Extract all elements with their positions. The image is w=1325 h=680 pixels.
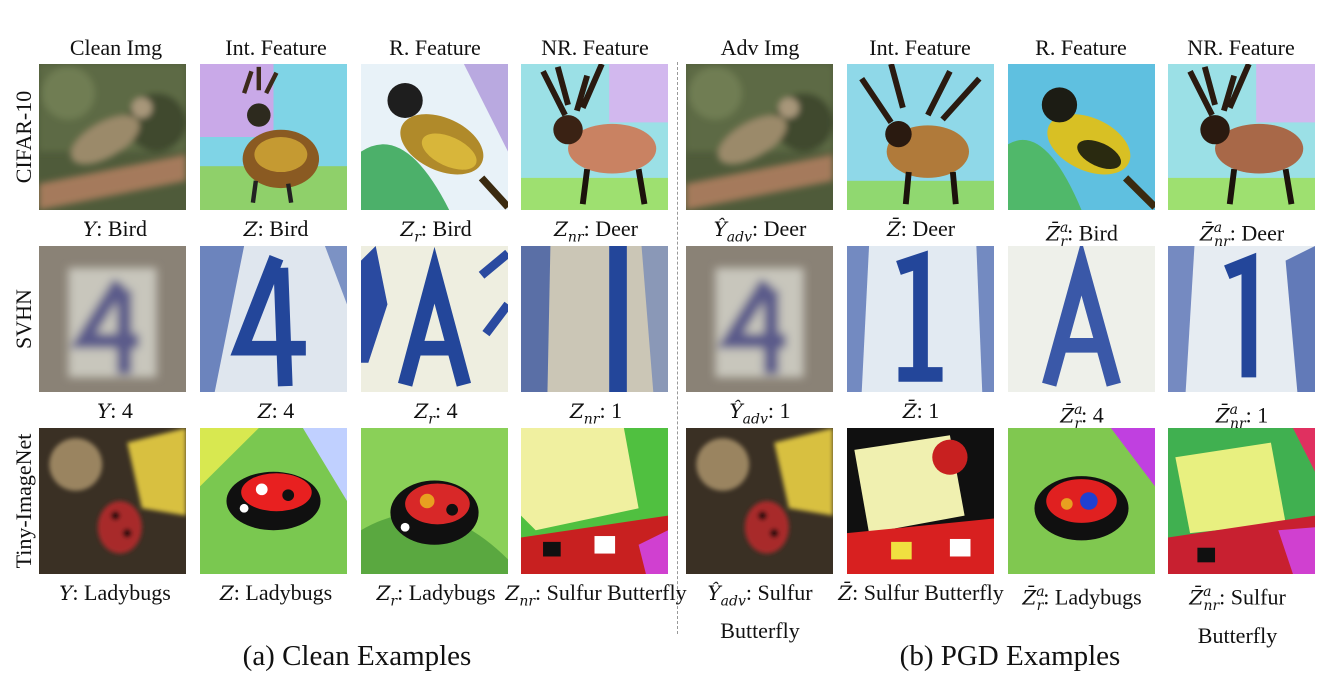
caption-svhn-y-value: 4 [121, 398, 133, 423]
caption-cifar-z-value: Bird [269, 216, 309, 241]
caption-cifar-zbar-r: Z̄ar: Bird [1046, 220, 1118, 250]
caption-svhn-y: Y: 4 [97, 398, 133, 423]
cifar-int-feature-image [200, 64, 347, 210]
caption-svhn-yadv: Ŷadv: 1 [729, 398, 791, 428]
tiny-nr-feature-image [521, 428, 668, 574]
tiny-r-feature-image [361, 428, 508, 574]
caption-tiny-yadv-value: Sulfur Butterfly [720, 580, 813, 644]
caption-tiny-yadv: Ŷadv: Sulfur Butterfly [707, 580, 813, 644]
row-label-svhn: SVHN [11, 289, 36, 349]
tiny-int-feature-image [200, 428, 347, 574]
caption-cifar-zbar-nr-value: Deer [1241, 220, 1285, 246]
column-header-nr-feature-adv: NR. Feature [1187, 35, 1295, 60]
caption-svhn-zr: Zr: 4 [414, 398, 458, 428]
svhn-r-feature-image [361, 246, 508, 392]
cifar-adv-image [686, 64, 833, 210]
caption-svhn-zbar-r: Z̄ar: 4 [1060, 402, 1104, 432]
caption-tiny-zr-value: Ladybugs [408, 580, 496, 605]
caption-tiny-zbar-nr: Z̄anr: Sulfur Butterfly [1189, 584, 1286, 648]
caption-cifar-y-value: Bird [107, 216, 147, 241]
caption-tiny-zbar-r-value: Ladybugs [1054, 584, 1142, 610]
row-label-cifar: CIFAR-10 [11, 90, 36, 184]
caption-svhn-zbar-nr-value: 1 [1257, 402, 1269, 428]
svhn-adv-int-feature-image [847, 246, 994, 392]
caption-svhn-zbar-r-value: 4 [1092, 402, 1104, 428]
cifar-r-feature-image [361, 64, 508, 210]
group-caption-clean: (a) Clean Examples [242, 640, 472, 672]
caption-svhn-zbar: Z̄: 1 [902, 398, 940, 423]
caption-svhn-zbar-nr: Z̄anr: 1 [1215, 402, 1269, 432]
caption-svhn-zbar-value: 1 [928, 398, 940, 423]
svhn-adv-image [686, 246, 833, 392]
caption-cifar-zbar-r-value: Bird [1078, 220, 1118, 246]
svhn-int-feature-image [200, 246, 347, 392]
cifar-adv-r-feature-image [1008, 64, 1155, 210]
tiny-adv-image [686, 428, 833, 574]
caption-tiny-zbar-nr-value: Sulfur Butterfly [1197, 584, 1286, 648]
caption-tiny-znr-value: Sulfur Butterfly [546, 580, 687, 605]
column-header-clean-img: Clean Img [69, 35, 163, 60]
caption-tiny-y: Y: Ladybugs [59, 580, 171, 605]
caption-cifar-y: Y: Bird [83, 216, 147, 241]
column-header-r-feature: R. Feature [389, 35, 481, 60]
caption-tiny-zbar-value: Sulfur Butterfly [863, 580, 1004, 605]
cifar-adv-nr-feature-image [1168, 64, 1315, 210]
caption-svhn-z: Z: 4 [257, 398, 295, 423]
caption-tiny-zr: Zr: Ladybugs [376, 580, 496, 610]
caption-svhn-znr-value: 1 [611, 398, 623, 423]
caption-tiny-zbar-r: Z̄ar: Ladybugs [1022, 584, 1142, 614]
row-label-tiny-imagenet: Tiny-ImageNet [11, 433, 36, 569]
caption-svhn-yadv-value: 1 [779, 398, 791, 423]
column-header-nr-feature: NR. Feature [541, 35, 649, 60]
caption-cifar-zbar-value: Deer [912, 216, 956, 241]
caption-tiny-zbar: Z̄: Sulfur Butterfly [838, 580, 1004, 605]
tiny-adv-int-feature-image [847, 428, 994, 574]
caption-cifar-yadv: Ŷadv: Deer [713, 216, 807, 246]
caption-svhn-znr: Znr: 1 [569, 398, 623, 428]
svhn-adv-nr-feature-image [1168, 246, 1315, 392]
group-caption-pgd: (b) PGD Examples [899, 640, 1121, 672]
caption-cifar-zr: Zr: Bird [400, 216, 472, 246]
caption-tiny-z-value: Ladybugs [245, 580, 333, 605]
cifar-nr-feature-image [521, 64, 668, 210]
caption-cifar-zbar: Z̄: Deer [886, 216, 956, 241]
caption-tiny-z: Z: Ladybugs [219, 580, 333, 605]
column-header-r-feature-adv: R. Feature [1035, 35, 1127, 60]
tiny-adv-r-feature-image [1008, 428, 1155, 574]
caption-svhn-z-value: 4 [283, 398, 295, 423]
svhn-nr-feature-image [521, 246, 668, 392]
caption-tiny-znr: Znr: Sulfur Butterfly [505, 580, 687, 610]
caption-cifar-znr: Znr: Deer [554, 216, 638, 246]
tiny-clean-image [39, 428, 186, 574]
caption-cifar-zr-value: Bird [432, 216, 472, 241]
caption-svhn-zr-value: 4 [446, 398, 458, 423]
caption-cifar-z: Z: Bird [243, 216, 309, 241]
column-header-int-feature: Int. Feature [225, 35, 327, 60]
caption-cifar-znr-value: Deer [595, 216, 638, 241]
cifar-adv-int-feature-image [847, 64, 994, 210]
caption-cifar-zbar-nr: Z̄anr: Deer [1199, 220, 1285, 250]
caption-tiny-y-value: Ladybugs [84, 580, 171, 605]
svhn-clean-image [39, 246, 186, 392]
column-header-int-feature-adv: Int. Feature [869, 35, 971, 60]
cifar-clean-image [39, 64, 186, 210]
svhn-adv-r-feature-image [1008, 246, 1155, 392]
group-divider [677, 62, 678, 634]
column-header-adv-img: Adv Img [720, 35, 800, 60]
tiny-adv-nr-feature-image [1168, 428, 1315, 574]
caption-cifar-yadv-value: Deer [763, 216, 807, 241]
